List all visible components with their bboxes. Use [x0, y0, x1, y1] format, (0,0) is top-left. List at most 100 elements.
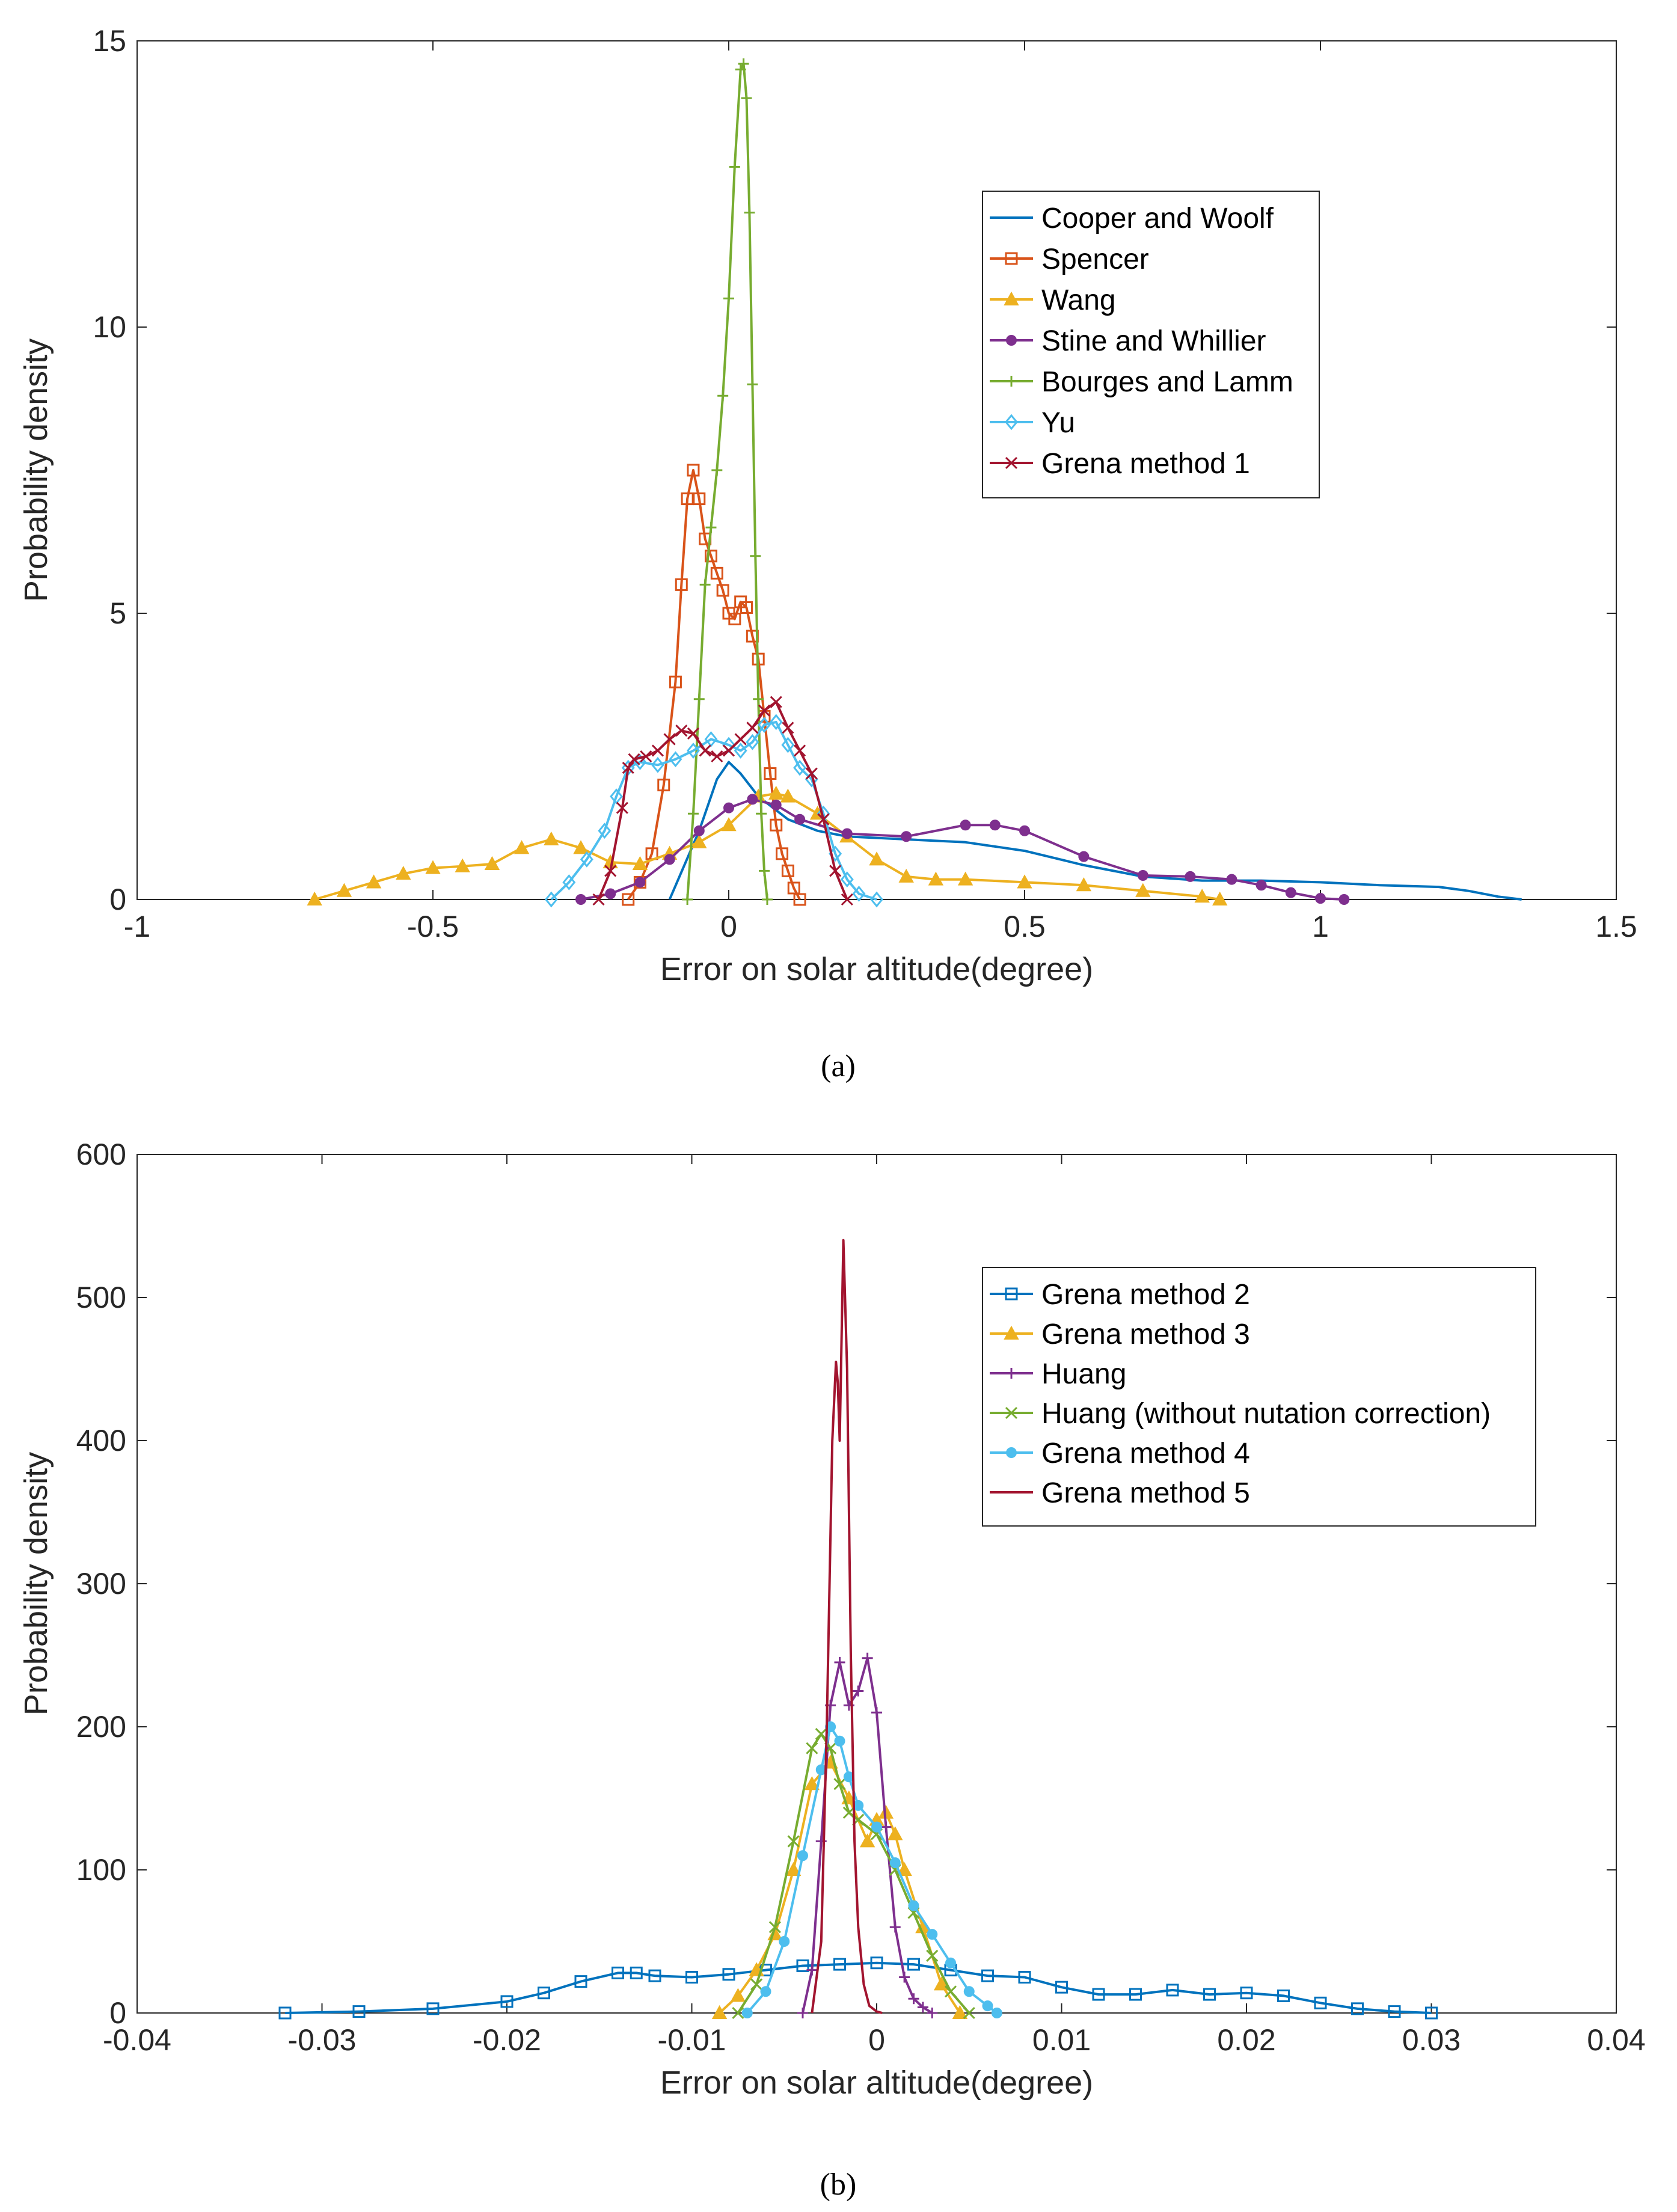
data-point	[870, 1956, 883, 1970]
data-point	[787, 1835, 800, 1848]
data-point	[768, 785, 784, 800]
data-point	[628, 753, 640, 765]
data-point	[741, 2008, 753, 2018]
legend-item: Cooper and Woolf	[990, 203, 1274, 234]
y-tick-label: 0	[109, 883, 126, 916]
data-point	[722, 1968, 735, 1981]
data-point	[781, 737, 795, 753]
data-point	[927, 1929, 938, 1940]
data-point	[605, 888, 616, 899]
data-point	[870, 891, 883, 908]
data-point	[562, 874, 576, 890]
legend-swatch-marker	[1005, 414, 1018, 430]
series-line	[627, 469, 801, 901]
legend-item: Grena method 3	[990, 1319, 1250, 1350]
data-point	[336, 883, 352, 897]
plot-area	[136, 40, 1617, 900]
data-point	[1351, 2002, 1364, 2015]
data-point	[396, 866, 411, 880]
data-point	[759, 865, 770, 877]
data-point	[544, 891, 558, 908]
data-point	[907, 1958, 920, 1971]
data-point	[756, 808, 767, 820]
data-point	[1212, 891, 1228, 905]
data-point	[796, 1959, 809, 1972]
data-point	[898, 868, 914, 883]
data-point	[840, 871, 854, 888]
data-point	[782, 722, 794, 734]
data-point	[544, 831, 559, 846]
y-tick-label: 10	[93, 310, 126, 344]
data-point	[1018, 1971, 1031, 1984]
legend-item: Bourges and Lamm	[990, 366, 1293, 398]
data-point	[1315, 893, 1326, 904]
data-point	[1017, 874, 1032, 889]
x-tick-label: -0.03	[288, 2023, 357, 2057]
data-point	[1076, 877, 1092, 892]
data-point	[705, 522, 717, 533]
legend-swatch-marker	[1005, 1287, 1018, 1301]
data-point	[829, 865, 842, 877]
data-point	[952, 2005, 968, 2019]
data-point	[669, 751, 682, 768]
data-point	[989, 820, 1001, 831]
x-tick-label: -0.02	[473, 2023, 541, 2057]
data-point	[746, 722, 759, 734]
legend-swatch-marker	[1006, 376, 1017, 387]
data-point	[711, 750, 723, 763]
data-point	[580, 851, 593, 868]
data-point	[1388, 2005, 1401, 2018]
x-tick-label: 0.02	[1217, 2023, 1275, 2057]
data-point	[862, 1652, 873, 1664]
x-tick-label: -0.01	[658, 2023, 726, 2057]
legend-item: Spencer	[990, 244, 1149, 275]
data-point	[769, 714, 783, 731]
data-point	[928, 871, 944, 886]
legend-label: Grena method 2	[1041, 1279, 1250, 1311]
legend-swatch-marker	[1004, 1325, 1019, 1340]
legend-item: Huang	[990, 1358, 1126, 1390]
data-point	[648, 1969, 661, 1982]
data-point	[797, 1850, 808, 1861]
data-point	[768, 1921, 781, 1934]
data-point	[1055, 1981, 1068, 1994]
data-point	[764, 767, 777, 780]
data-point	[663, 733, 676, 746]
legend-label: Bourges and Lamm	[1041, 366, 1293, 398]
data-point	[758, 704, 771, 717]
data-point	[901, 831, 912, 842]
data-point	[804, 1776, 820, 1791]
data-point	[651, 756, 664, 773]
data-point	[711, 2005, 728, 2019]
data-point	[960, 820, 971, 831]
data-point	[514, 840, 530, 854]
data-point	[1240, 1987, 1253, 2000]
data-point	[693, 492, 706, 506]
data-point	[573, 840, 589, 854]
data-point	[780, 788, 796, 803]
legend-label: Wang	[1041, 284, 1116, 316]
y-tick-label: 500	[76, 1281, 126, 1314]
data-point	[630, 1966, 643, 1979]
x-tick-label: 0.5	[1004, 910, 1046, 943]
y-tick-label: 100	[76, 1853, 126, 1887]
data-point	[612, 1966, 624, 1979]
legend-item: Huang (without nutation correction)	[990, 1398, 1491, 1430]
data-point	[1078, 851, 1090, 862]
data-point	[770, 799, 782, 810]
legend-label: Yu	[1041, 407, 1075, 439]
data-point	[744, 207, 755, 218]
x-axis-label: Error on solar altitude(degree)	[660, 951, 1093, 987]
data-point	[632, 856, 648, 870]
data-point	[735, 64, 746, 75]
series-grena-method-1	[592, 696, 853, 906]
data-point	[278, 2006, 292, 2020]
data-point	[1092, 1988, 1105, 2001]
legend-swatch-marker	[1005, 252, 1018, 265]
x-tick-label: -0.04	[103, 2023, 171, 2057]
data-point	[640, 750, 652, 763]
x-tick-label: 0.03	[1402, 2023, 1461, 2057]
data-point	[869, 851, 884, 866]
data-point	[657, 779, 670, 792]
data-point	[699, 744, 711, 757]
